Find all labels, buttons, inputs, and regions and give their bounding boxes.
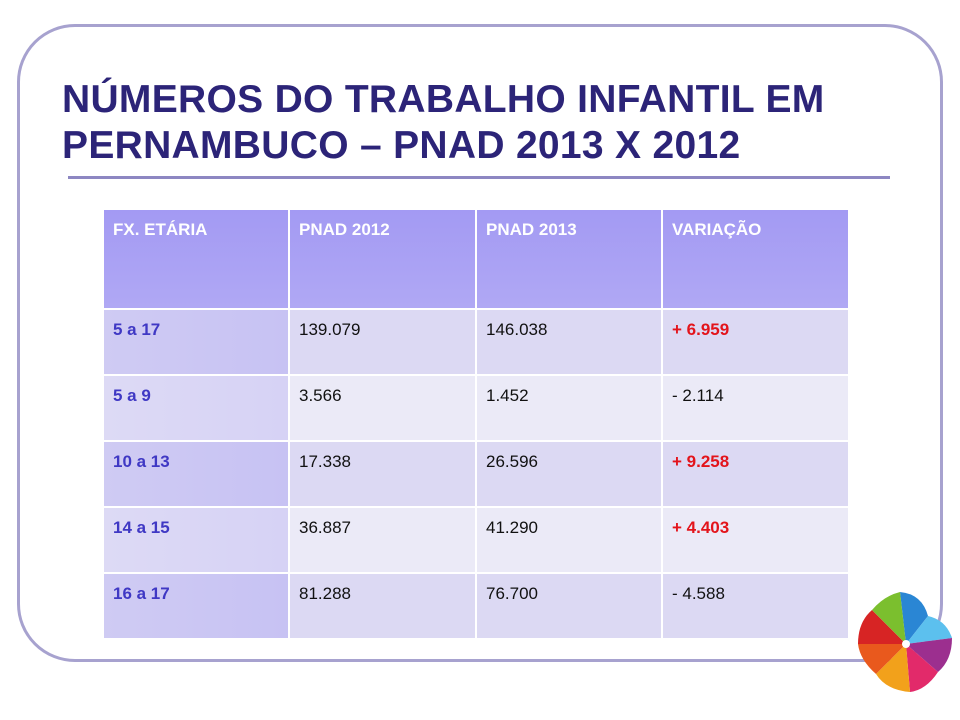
slide-frame: [17, 24, 943, 662]
pnad-2012-cell: 17.338: [288, 440, 477, 508]
pnad-2012-cell: 139.079: [288, 308, 477, 376]
title-line-1: NÚMEROS DO TRABALHO INFANTIL EM: [62, 78, 825, 121]
age-range-cell: 5 a 9: [102, 374, 290, 442]
table-row: 16 a 17 81.288 76.700 - 4.588: [102, 572, 850, 640]
column-header-pnad-2012: PNAD 2012: [288, 208, 477, 310]
title-divider: [68, 176, 890, 179]
column-header-age-range: FX. ETÁRIA: [102, 208, 290, 310]
page-title: NÚMEROS DO TRABALHO INFANTIL EM PERNAMBU…: [62, 77, 922, 169]
variation-cell: - 4.588: [661, 572, 850, 640]
pnad-2013-cell: 76.700: [475, 572, 663, 640]
pnad-2013-cell: 1.452: [475, 374, 663, 442]
pnad-2012-cell: 36.887: [288, 506, 477, 574]
table-row: 5 a 9 3.566 1.452 - 2.114: [102, 374, 850, 442]
pnad-2013-cell: 41.290: [475, 506, 663, 574]
age-range-cell: 14 a 15: [102, 506, 290, 574]
pnad-2012-cell: 81.288: [288, 572, 477, 640]
table-body: 5 a 17 139.079 146.038 + 6.959 5 a 9 3.5…: [102, 308, 850, 640]
table-row: 5 a 17 139.079 146.038 + 6.959: [102, 308, 850, 376]
pnad-2012-cell: 3.566: [288, 374, 477, 442]
variation-cell: + 6.959: [661, 308, 850, 376]
pnad-2013-cell: 26.596: [475, 440, 663, 508]
header-row: FX. ETÁRIA PNAD 2012 PNAD 2013 VARIAÇÃO: [102, 208, 850, 310]
age-range-cell: 10 a 13: [102, 440, 290, 508]
column-header-variation: VARIAÇÃO: [661, 208, 850, 310]
pinwheel-icon: [858, 592, 952, 692]
variation-cell: + 4.403: [661, 506, 850, 574]
age-range-cell: 16 a 17: [102, 572, 290, 640]
table-header: FX. ETÁRIA PNAD 2012 PNAD 2013 VARIAÇÃO: [102, 208, 850, 310]
data-table: FX. ETÁRIA PNAD 2012 PNAD 2013 VARIAÇÃO …: [102, 208, 850, 640]
age-range-cell: 5 a 17: [102, 308, 290, 376]
title-line-2: PERNAMBUCO – PNAD 2013 X 2012: [62, 124, 741, 167]
column-header-pnad-2013: PNAD 2013: [475, 208, 663, 310]
pnad-2013-cell: 146.038: [475, 308, 663, 376]
table-row: 10 a 13 17.338 26.596 + 9.258: [102, 440, 850, 508]
variation-cell: + 9.258: [661, 440, 850, 508]
table-row: 14 a 15 36.887 41.290 + 4.403: [102, 506, 850, 574]
variation-cell: - 2.114: [661, 374, 850, 442]
